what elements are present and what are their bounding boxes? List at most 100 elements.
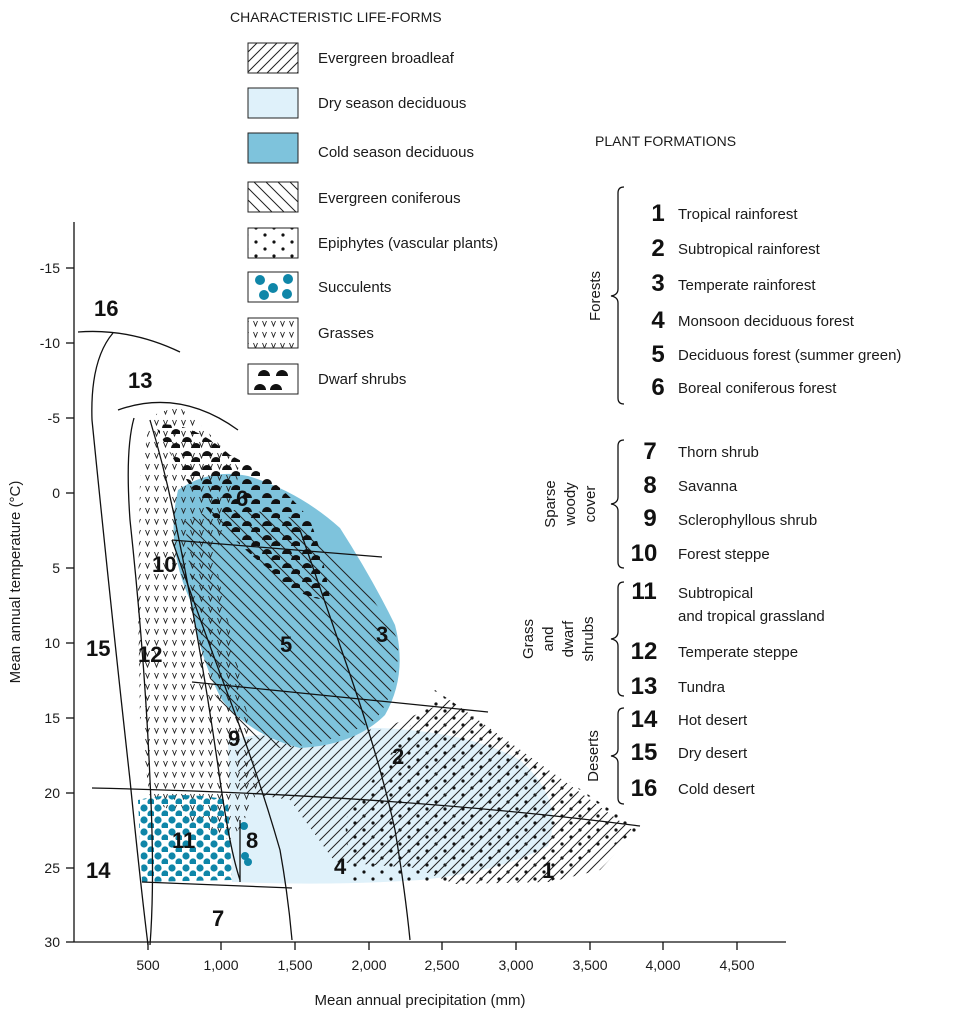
y-tick-label: 15 bbox=[44, 710, 60, 726]
svg-text:Tropical rainforest: Tropical rainforest bbox=[678, 206, 798, 223]
svg-text:dwarf: dwarf bbox=[560, 620, 577, 658]
svg-text:cover: cover bbox=[582, 486, 599, 523]
x-tick-label: 500 bbox=[136, 957, 160, 973]
x-tick-label: 2,000 bbox=[351, 957, 386, 973]
legend-item-cold-season: Cold season deciduous bbox=[247, 132, 474, 164]
svg-text:14: 14 bbox=[631, 706, 658, 733]
sparse-woody-bracket bbox=[610, 439, 625, 569]
legend-item-evergreen-coniferous: Evergreen coniferous bbox=[247, 181, 461, 213]
formation-item: 11 Subtropical and tropical grassland bbox=[631, 578, 824, 625]
formation-item: 6 Boreal coniferous forest bbox=[651, 374, 837, 401]
grass-dwarf-bracket bbox=[610, 581, 625, 697]
svg-text:Savanna: Savanna bbox=[678, 478, 738, 495]
formation-item: 10 Forest steppe bbox=[631, 540, 770, 567]
svg-text:Boreal coniferous forest: Boreal coniferous forest bbox=[678, 380, 837, 397]
y-tick-label: 5 bbox=[52, 560, 60, 576]
forests-bracket bbox=[610, 186, 625, 405]
group-label-grass-dwarf: Grass and dwarf shrubs bbox=[520, 616, 597, 661]
x-axis: 500 1,000 1,500 2,000 2,500 3,000 3,500 … bbox=[74, 941, 786, 1009]
legend-label: Evergreen broadleaf bbox=[318, 50, 455, 67]
svg-text:2: 2 bbox=[651, 235, 664, 262]
svg-text:Subtropical rainforest: Subtropical rainforest bbox=[678, 241, 821, 258]
dwarf-shrubs-region bbox=[155, 424, 330, 600]
svg-text:Sclerophyllous shrub: Sclerophyllous shrub bbox=[678, 512, 817, 529]
legend-item-dry-season: Dry season deciduous bbox=[247, 87, 466, 119]
zone-boundaries bbox=[77, 330, 641, 946]
zone-label-3: 3 bbox=[376, 622, 388, 647]
formation-item: 8 Savanna bbox=[643, 472, 738, 499]
svg-text:10: 10 bbox=[631, 540, 658, 567]
evergreen-coniferous-swatch bbox=[247, 181, 299, 213]
svg-text:9: 9 bbox=[643, 505, 656, 532]
svg-text:11: 11 bbox=[631, 578, 656, 605]
legend-label: Dry season deciduous bbox=[318, 95, 466, 112]
svg-text:4: 4 bbox=[651, 307, 665, 334]
y-tick-label: -10 bbox=[40, 335, 60, 351]
x-tick-label: 4,500 bbox=[719, 957, 754, 973]
svg-text:Sparse: Sparse bbox=[542, 480, 559, 528]
svg-text:16: 16 bbox=[631, 775, 658, 802]
formation-item: 3 Temperate rainforest bbox=[651, 270, 816, 297]
x-tick-label: 2,500 bbox=[424, 957, 459, 973]
zone-label-8: 8 bbox=[246, 828, 258, 853]
grasses-region bbox=[138, 408, 258, 840]
formation-item: 5 Deciduous forest (summer green) bbox=[651, 341, 901, 368]
y-tick-label: 20 bbox=[44, 785, 60, 801]
epiphytes-swatch bbox=[247, 227, 299, 259]
zone-label-5: 5 bbox=[280, 632, 292, 657]
cold-season-swatch bbox=[247, 132, 299, 164]
svg-text:Monsoon deciduous forest: Monsoon deciduous forest bbox=[678, 313, 855, 330]
zone-label-2: 2 bbox=[392, 744, 404, 769]
zone-label-6: 6 bbox=[236, 486, 248, 511]
formation-item: 14 Hot desert bbox=[631, 706, 748, 733]
y-axis-title: Mean annual temperature (°C) bbox=[7, 481, 24, 684]
svg-text:1: 1 bbox=[651, 200, 664, 227]
y-tick-label: 30 bbox=[44, 934, 60, 950]
group-label-deserts: Deserts bbox=[585, 730, 602, 782]
zone-label-4: 4 bbox=[334, 854, 347, 879]
svg-text:Deciduous forest (summer green: Deciduous forest (summer green) bbox=[678, 347, 901, 364]
legend-label: Cold season deciduous bbox=[318, 144, 474, 161]
legend-item-dwarf-shrubs: Dwarf shrubs bbox=[247, 363, 406, 395]
zone-label-12: 12 bbox=[138, 642, 162, 667]
zone-label-13: 13 bbox=[128, 368, 152, 393]
svg-text:Hot desert: Hot desert bbox=[678, 712, 748, 729]
x-tick-label: 4,000 bbox=[645, 957, 680, 973]
svg-text:8: 8 bbox=[643, 472, 656, 499]
zone-label-14: 14 bbox=[86, 858, 111, 883]
y-tick-label: -15 bbox=[40, 260, 60, 276]
group-label-sparse-woody: Sparse woody cover bbox=[542, 480, 599, 528]
svg-text:5: 5 bbox=[651, 341, 664, 368]
zone-label-1: 1 bbox=[542, 858, 554, 883]
evergreen-broadleaf-swatch bbox=[247, 42, 299, 74]
zone-label-10: 10 bbox=[152, 552, 176, 577]
svg-text:and: and bbox=[540, 626, 557, 651]
formation-item: 4 Monsoon deciduous forest bbox=[651, 307, 854, 334]
svg-text:3: 3 bbox=[651, 270, 664, 297]
x-tick-label: 1,500 bbox=[277, 957, 312, 973]
svg-text:Subtropical: Subtropical bbox=[678, 585, 753, 602]
grasses-swatch bbox=[247, 317, 299, 349]
svg-text:Forest steppe: Forest steppe bbox=[678, 546, 770, 563]
formations-title: PLANT FORMATIONS bbox=[595, 133, 736, 149]
svg-text:and tropical grassland: and tropical grassland bbox=[678, 608, 825, 625]
legend-label: Evergreen coniferous bbox=[318, 190, 461, 207]
zone-label-9: 9 bbox=[228, 726, 240, 751]
svg-text:Temperate rainforest: Temperate rainforest bbox=[678, 277, 816, 294]
y-axis: -15 -10 -5 0 5 10 15 20 25 30 Mean annua… bbox=[7, 222, 75, 950]
svg-text:6: 6 bbox=[651, 374, 664, 401]
evergreen-broadleaf-region bbox=[236, 700, 635, 884]
svg-text:13: 13 bbox=[631, 673, 658, 700]
y-tick-label: -5 bbox=[48, 410, 61, 426]
group-label-forests: Forests bbox=[587, 271, 604, 321]
plot-area: 16 13 6 10 15 12 5 3 9 2 11 8 14 4 1 7 bbox=[77, 296, 641, 946]
svg-text:Temperate steppe: Temperate steppe bbox=[678, 644, 798, 661]
y-tick-label: 25 bbox=[44, 860, 60, 876]
legend-item-succulents: Succulents bbox=[247, 271, 391, 303]
legend-label: Dwarf shrubs bbox=[318, 371, 406, 388]
legend: CHARACTERISTIC LIFE-FORMS Evergreen broa… bbox=[230, 9, 498, 395]
formation-item: 1 Tropical rainforest bbox=[651, 200, 798, 227]
svg-text:7: 7 bbox=[643, 438, 656, 465]
svg-text:Grass: Grass bbox=[520, 619, 537, 659]
zone-label-11: 11 bbox=[172, 828, 195, 853]
